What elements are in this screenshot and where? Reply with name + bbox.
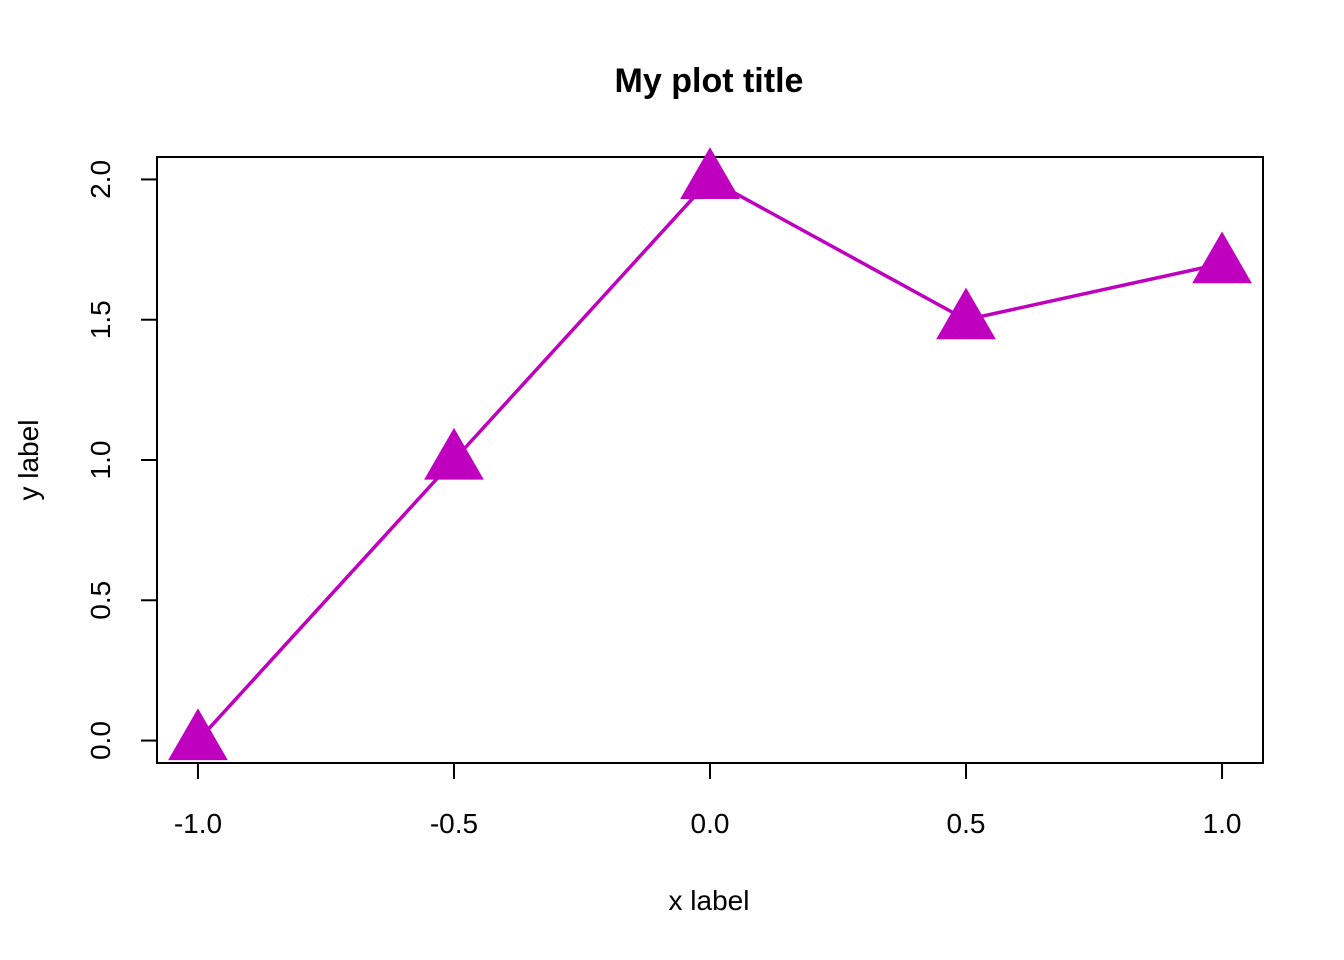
data-point bbox=[1192, 231, 1252, 284]
data-point bbox=[424, 427, 484, 480]
y-tick-label: 2.0 bbox=[85, 160, 116, 199]
chart-title: My plot title bbox=[615, 62, 804, 100]
data-point bbox=[680, 147, 740, 200]
series-layer bbox=[168, 147, 1252, 761]
x-tick-label: -0.5 bbox=[430, 808, 478, 839]
x-axis-label: x label bbox=[669, 885, 750, 916]
x-tick-label: 0.5 bbox=[947, 808, 986, 839]
x-axis: -1.0 -0.5 0.0 0.5 1.0 bbox=[174, 762, 1242, 839]
y-tick-label: 1.5 bbox=[85, 300, 116, 339]
data-point bbox=[936, 287, 996, 340]
data-point bbox=[168, 708, 228, 761]
y-tick-label: 0.0 bbox=[85, 721, 116, 760]
x-tick-label: 0.0 bbox=[691, 808, 730, 839]
x-tick-label: -1.0 bbox=[174, 808, 222, 839]
y-tick-label: 0.5 bbox=[85, 581, 116, 620]
y-axis: 0.0 0.5 1.0 1.5 2.0 bbox=[85, 160, 158, 760]
x-tick-label: 1.0 bbox=[1203, 808, 1242, 839]
y-tick-label: 1.0 bbox=[85, 441, 116, 480]
y-axis-label: y label bbox=[13, 420, 44, 501]
